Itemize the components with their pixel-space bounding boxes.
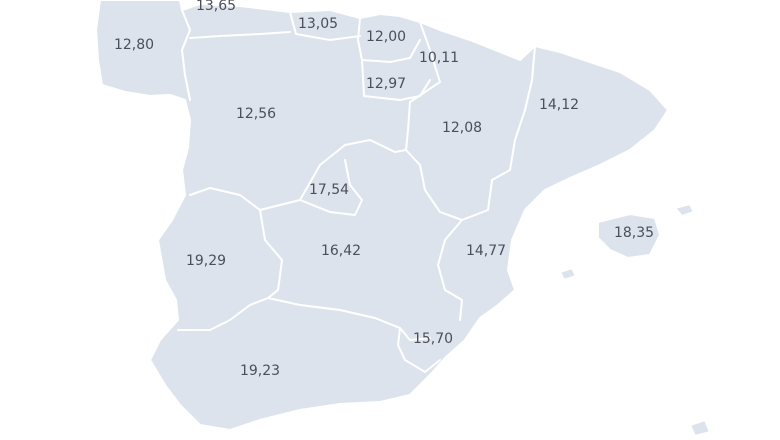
region-label-madrid: 17,54	[309, 182, 349, 198]
mainland-shape	[95, 0, 669, 431]
border-rioja	[361, 59, 431, 101]
region-label-la-rioja: 12,97	[366, 76, 406, 92]
menorca-shape	[674, 203, 695, 217]
border-galicia	[181, 9, 191, 101]
border-madrid	[299, 139, 407, 216]
border-cyl-south	[189, 187, 301, 211]
region-label-valencia: 14,77	[466, 243, 506, 259]
region-label-asturias: 13,65	[196, 0, 236, 14]
border-murcia	[397, 327, 441, 373]
region-label-aragon: 12,08	[442, 120, 482, 136]
region-label-navarra: 10,11	[419, 50, 459, 66]
region-label-galicia: 12,80	[114, 37, 154, 53]
border-clm-valencia	[437, 219, 463, 321]
border-navarra	[409, 21, 441, 103]
border-aragon-east	[461, 45, 536, 221]
ibiza-shape	[559, 267, 577, 281]
region-label-castilla-y-leon: 12,56	[236, 106, 276, 122]
region-label-murcia: 15,70	[413, 331, 453, 347]
border-aragon-west	[405, 101, 463, 221]
region-label-cantabria: 13,05	[298, 16, 338, 32]
region-label-cataluna: 14,12	[539, 97, 579, 113]
mallorca-shape	[597, 213, 661, 259]
border-asturias-cyl	[189, 31, 291, 39]
region-label-andalucia: 19,23	[240, 363, 280, 379]
region-label-extremadura: 19,29	[186, 253, 226, 269]
border-cantabria	[289, 11, 361, 41]
coast-fragment-shape	[689, 419, 711, 437]
region-label-baleares: 18,35	[614, 225, 654, 241]
border-pais-vasco	[357, 17, 421, 63]
region-label-pais-vasco: 12,00	[366, 29, 406, 45]
border-andalucia	[267, 297, 431, 341]
region-label-castilla-la-mancha: 16,42	[321, 243, 361, 259]
